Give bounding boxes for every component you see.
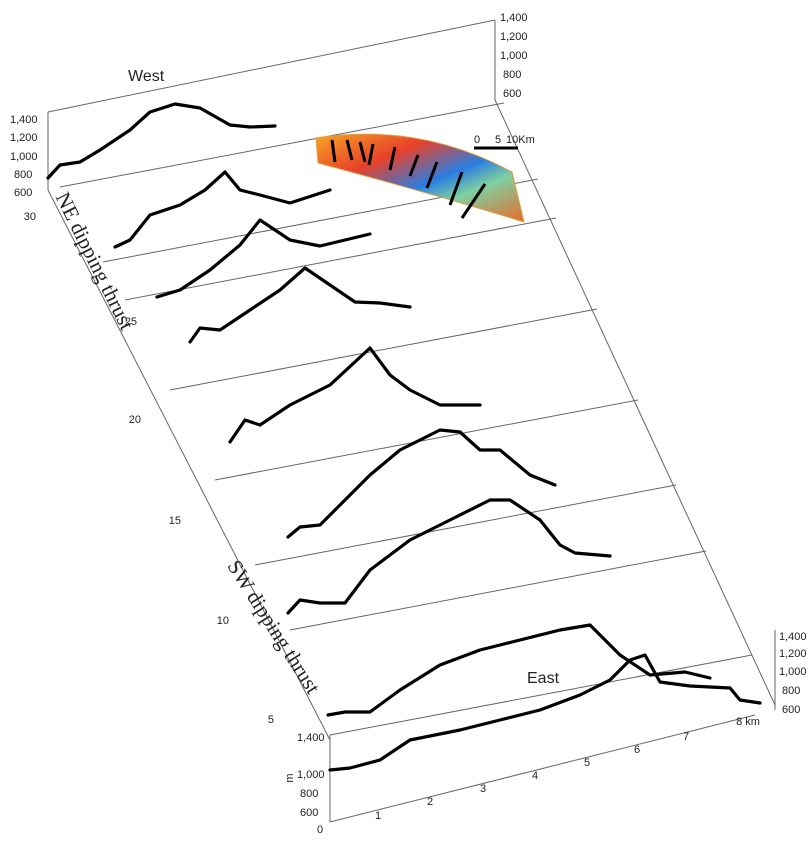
x-axis-label: 8 km [736,716,760,728]
top-left-axis-label: 1,400 [10,114,38,126]
top-right-axis-label: 1,000 [500,50,528,62]
top-right-axis-label: 1,400 [500,12,528,24]
scale-bar-label: 5 [495,134,501,146]
distance-axis-label: 15 [169,515,181,527]
top-right-axis-label: 1,200 [500,31,528,43]
top-right-axis-label: 800 [503,69,521,81]
bottom-right-axis-label: 600 [782,704,800,716]
west-label: West [128,68,165,85]
top-right-axis-label: 600 [503,88,521,100]
bottom-right-axis-label: 1,200 [779,648,807,660]
top-left-axis-label: 1,200 [10,132,38,144]
sw-label: SW dipping thrust [223,556,326,699]
ne-label: NE dipping thrust [51,188,139,334]
x-axis-label: 1 [375,810,381,822]
distance-axis-label: 20 [129,414,141,426]
east-label: East [527,670,560,687]
bottom-right-axis-label: 1,400 [779,631,807,643]
scale-bar-label: 0 [474,134,480,146]
x-axis-label: 0 [317,824,323,836]
x-axis-label: 2 [427,796,433,808]
x-axis-label: 6 [634,744,640,756]
top-left-axis-label: 1,000 [10,151,38,163]
scale-bar-label: 10Km [506,134,535,146]
bottom-left-axis-label: 600 [300,807,318,819]
top-left-axis-label: 600 [14,187,32,199]
distance-axis-label: 5 [268,714,274,726]
unit-label: m [284,773,296,782]
bottom-right-axis-label: 1,000 [779,666,807,678]
figure: West East NE dipping thrust SW dipping t… [0,0,809,836]
x-axis-label: 3 [480,783,486,795]
bottom-left-axis-label: 800 [300,788,318,800]
bottom-right-axis-label: 800 [782,685,800,697]
inset-map [316,134,524,222]
bottom-left-axis-label: 1,000 [297,769,325,781]
distance-axis-label: 30 [24,211,36,223]
distance-axis-label: 25 [125,316,137,328]
bottom-left-axis-label: 1,400 [297,732,325,744]
profiles [48,104,760,770]
x-axis-label: 7 [683,731,689,743]
distance-axis-label: 10 [217,615,229,627]
x-axis-label: 4 [532,770,538,782]
top-left-axis-label: 800 [14,169,32,181]
x-axis-label: 5 [584,757,590,769]
